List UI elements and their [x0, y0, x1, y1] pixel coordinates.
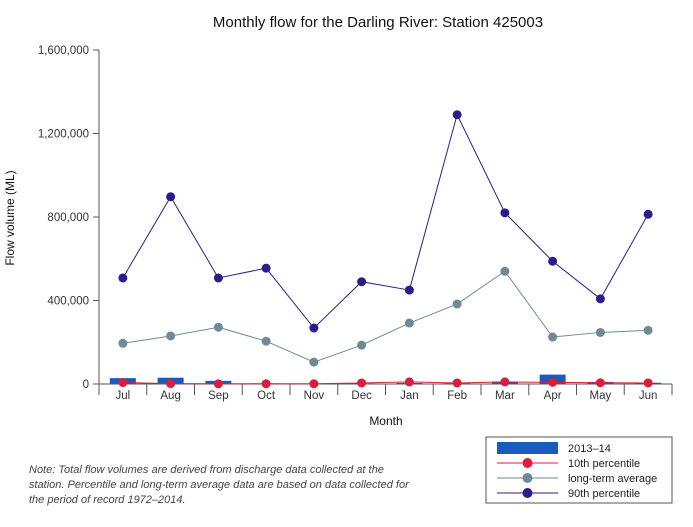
x-tick-label: Dec: [351, 390, 372, 402]
data-point: [309, 357, 319, 367]
data-point: [166, 331, 176, 341]
x-axis-label: Month: [369, 414, 402, 428]
legend-marker: [522, 458, 533, 468]
legend-swatch: [497, 442, 558, 454]
x-tick-label: Jan: [400, 390, 419, 402]
x-tick-label: Aug: [160, 390, 180, 402]
data-point: [452, 110, 462, 120]
series-line: [122, 381, 649, 385]
y-axis-label: Flow volume (ML): [3, 170, 17, 265]
y-tick-label: 1,200,000: [38, 129, 89, 141]
data-point: [166, 379, 176, 389]
legend: 2013–14 10th percentile long-term average 9…: [485, 436, 673, 504]
data-point: [261, 336, 271, 346]
data-point: [643, 378, 653, 388]
data-point: [548, 332, 558, 342]
data-point: [500, 208, 510, 218]
data-point: [357, 378, 367, 388]
x-tick-label: Oct: [257, 390, 276, 402]
data-point: [404, 285, 414, 295]
legend-label: long-term average: [568, 473, 657, 485]
data-point: [643, 325, 653, 335]
x-tick-label: Nov: [304, 390, 325, 402]
data-point: [309, 323, 319, 333]
axes: 0 400,000 800,000 1,200,000 1,600,000 Jul Aug S…: [38, 45, 673, 402]
data-point: [548, 256, 558, 266]
data-point: [643, 209, 653, 219]
data-point: [500, 266, 510, 276]
legend-marker: [522, 488, 533, 498]
x-tick-label: Apr: [544, 390, 562, 402]
data-point: [118, 338, 128, 348]
data-point: [452, 299, 462, 309]
x-tick-label: Feb: [447, 390, 467, 402]
x-tick-label: May: [590, 390, 612, 402]
x-tick-label: Mar: [495, 390, 515, 402]
data-point: [309, 379, 319, 389]
data-point: [357, 277, 367, 287]
data-point: [118, 273, 128, 283]
data-point: [357, 340, 367, 350]
legend-label: 10th percentile: [568, 458, 640, 470]
data-point: [595, 378, 605, 388]
data-point: [261, 263, 271, 273]
data-point: [595, 294, 605, 304]
data-point: [213, 379, 223, 389]
x-tick-label: Jul: [116, 390, 131, 402]
y-tick-label: 0: [83, 379, 89, 391]
legend-label: 90th percentile: [568, 488, 640, 500]
y-tick-label: 400,000: [47, 296, 89, 308]
data-point: [261, 379, 271, 389]
series-line: [122, 113, 649, 329]
legend-label: 2013–14: [568, 443, 611, 455]
line-series: [118, 110, 653, 389]
data-point: [166, 192, 176, 202]
chart-title: Monthly flow for the Darling River: Stat…: [213, 14, 543, 31]
data-point: [404, 377, 414, 387]
x-tick-label: Jun: [639, 390, 658, 402]
series-line: [122, 270, 649, 363]
data-point: [404, 318, 414, 328]
data-point: [452, 378, 462, 388]
y-tick-label: 1,600,000: [38, 45, 89, 57]
data-point: [213, 273, 223, 283]
data-point: [500, 377, 510, 387]
y-tick-label: 800,000: [47, 212, 89, 224]
data-point: [595, 327, 605, 337]
data-point: [213, 322, 223, 332]
data-point: [548, 377, 558, 387]
legend-marker: [522, 473, 533, 483]
footnote: Note: Total flow volumes are derived fro…: [29, 464, 409, 506]
data-point: [118, 378, 128, 388]
x-tick-label: Sep: [208, 390, 228, 402]
